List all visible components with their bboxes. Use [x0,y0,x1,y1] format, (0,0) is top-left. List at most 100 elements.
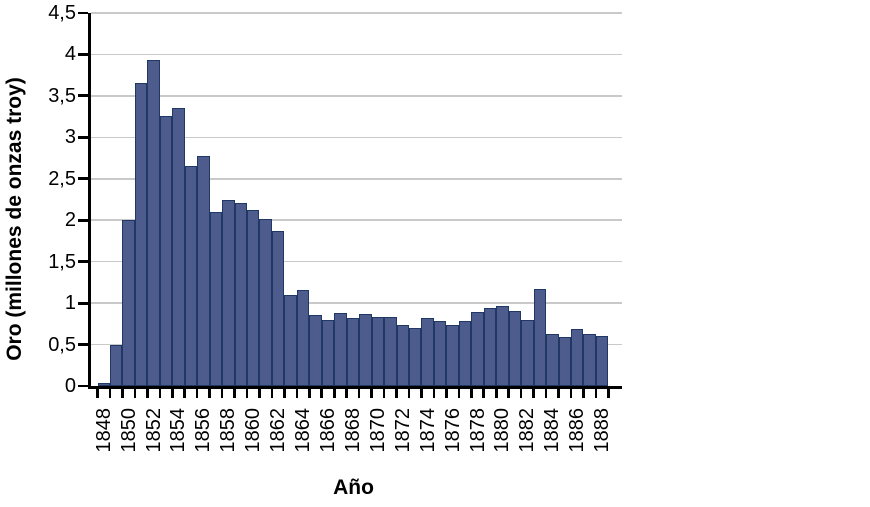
bar-1884 [546,333,559,386]
x-tick [183,389,186,398]
x-tick [557,389,560,398]
gridline [91,53,622,56]
x-tick [494,389,498,398]
x-tick [345,389,348,398]
bar-1883 [533,289,547,386]
y-tick-label: 2 [64,209,76,232]
x-tick [195,389,199,398]
x-tick [332,389,336,398]
bar-1869 [359,313,372,386]
bar-1872 [396,324,409,386]
y-tick [78,177,88,181]
y-tick-label: 4,5 [48,2,76,24]
y-tick-label: 2,5 [48,167,76,190]
x-tick [582,389,585,398]
x-tick [283,389,286,398]
bar-1850 [122,220,135,386]
y-tick [78,11,88,15]
bar-1870 [371,317,385,386]
x-tick [519,389,523,398]
bar-1866 [321,319,335,386]
x-tick [220,389,224,398]
bar-1853 [159,115,173,386]
x-tick [245,389,249,398]
gridline [91,136,622,139]
x-tick [208,389,211,398]
x-tick [382,389,386,398]
bar-1877 [458,321,472,386]
bar-1887 [583,333,596,386]
bar-1851 [134,82,148,386]
x-tick [395,389,398,398]
x-tick [146,389,149,398]
x-tick [457,389,461,398]
x-tick [295,389,299,398]
bar-1849 [109,345,123,386]
gridline [91,302,622,304]
x-tick [320,389,324,398]
x-tick [170,389,174,398]
bar-1878 [471,312,484,386]
bar-1867 [334,313,347,386]
gridline [91,12,622,14]
x-tick [308,389,311,398]
y-tick-label: 1 [64,292,76,315]
y-tick [78,384,88,388]
y-tick-label: 0 [64,375,76,397]
x-tick [445,389,448,398]
gridline [91,95,622,97]
x-tick [357,389,361,398]
bar-1868 [346,318,360,386]
y-tick-label: 1,5 [48,250,76,273]
gridline [91,260,622,263]
bar-1858 [222,200,235,386]
y-tick-label: 3 [64,126,76,149]
bar-1860 [247,210,260,386]
x-tick [158,389,162,398]
y-tick [78,53,88,56]
bar-1874 [421,318,434,386]
bar-1882 [521,319,534,386]
x-tick [270,389,274,398]
x-tick [258,389,261,398]
bar-1857 [209,211,223,386]
y-tick [78,343,88,346]
y-tick-label: 0,5 [48,333,76,356]
x-tick [470,389,473,398]
x-axis-title: Año [333,476,374,499]
x-tick [108,389,112,398]
gridline [91,178,622,180]
x-tick [121,389,124,398]
bar-1852 [147,60,160,386]
x-tick [133,389,137,398]
x-tick [96,389,99,398]
bar-1880 [496,306,509,386]
y-tick-label: 4 [64,43,76,66]
bar-1861 [259,218,272,386]
bar-1886 [570,328,584,386]
x-tick [607,389,610,398]
y-tick [78,94,88,98]
x-tick [482,389,486,398]
bar-1885 [558,337,571,386]
bar-1855 [184,165,198,386]
bar-1879 [483,308,497,386]
bar-1875 [433,320,447,386]
bar-1854 [172,107,185,386]
x-tick [532,389,535,398]
plot-area [88,12,622,389]
y-tick [78,301,88,305]
bar-1873 [409,327,422,386]
bar-1864 [296,289,310,386]
x-tick [594,389,598,398]
x-tick [432,389,436,398]
x-tick [569,389,573,398]
gridline [91,219,622,221]
bar-1876 [446,324,459,386]
bar-1848 [97,382,110,386]
bar-1859 [234,202,247,386]
x-tick [544,389,548,398]
bar-1856 [197,155,210,386]
bar-1888 [595,336,609,386]
y-tick [78,218,88,222]
